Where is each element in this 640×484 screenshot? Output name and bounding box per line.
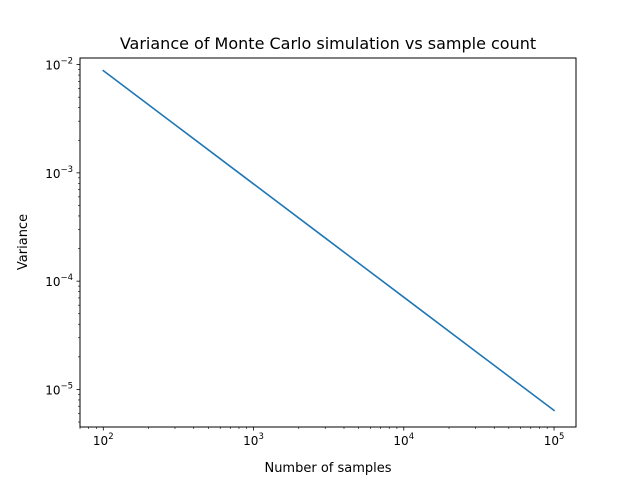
y-tick-label: 10−4 xyxy=(45,273,73,289)
x-tick-label: 104 xyxy=(393,432,414,448)
y-axis: 10−5 10−4 10−3 10−2 xyxy=(45,57,80,423)
y-tick-label: 10−3 xyxy=(45,165,73,181)
x-tick-label: 102 xyxy=(93,432,114,448)
y-tick-label: 10−2 xyxy=(45,57,73,73)
x-tick-label: 103 xyxy=(243,432,264,448)
chart-title: Variance of Monte Carlo simulation vs sa… xyxy=(120,34,536,53)
y-tick-label: 10−5 xyxy=(45,381,73,397)
x-axis-label: Number of samples xyxy=(264,461,391,476)
plot-frame xyxy=(79,57,577,428)
series-group xyxy=(102,69,556,412)
x-tick-label: 105 xyxy=(544,432,565,448)
x-axis: 102 103 104 105 xyxy=(79,427,565,448)
series-line xyxy=(102,69,556,412)
y-axis-label: Variance xyxy=(16,214,31,270)
